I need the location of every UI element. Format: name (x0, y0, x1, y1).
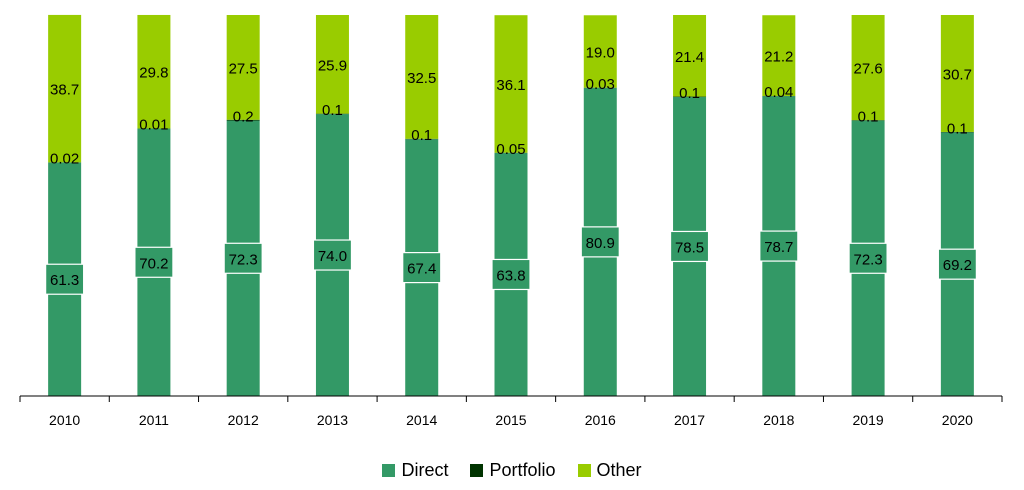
data-label-other-2012: 27.5 (229, 60, 258, 77)
data-label-direct-2014: 67.4 (407, 261, 436, 278)
bar-other-2017 (673, 15, 707, 97)
x-tick-label-2019: 2019 (853, 412, 884, 428)
data-label-portfolio-2013: 0.1 (322, 102, 343, 119)
bar-other-2019 (851, 15, 885, 121)
x-tick-label-2016: 2016 (585, 412, 616, 428)
legend-swatch-direct (382, 463, 396, 477)
bar-other-2018 (762, 15, 796, 97)
label-box-direct-2013 (312, 239, 353, 271)
data-label-other-2020: 30.7 (943, 66, 972, 83)
legend-label-direct: Direct (401, 459, 449, 480)
data-label-direct-2017: 78.5 (675, 239, 704, 256)
data-label-direct-2016: 80.9 (586, 235, 615, 252)
data-label-portfolio-2020: 0.1 (947, 120, 968, 137)
x-tick-label-2011: 2011 (139, 412, 169, 428)
label-box-direct-2019 (848, 242, 888, 274)
x-tick-label-2010: 2010 (49, 412, 80, 428)
legend-item-portfolio: Portfolio (470, 459, 556, 481)
legend-label-other: Other (596, 459, 642, 480)
data-label-direct-2015: 63.8 (496, 267, 525, 284)
legend-item-direct: Direct (382, 460, 448, 481)
label-box-direct-2016 (580, 226, 620, 258)
data-label-other-2018: 21.2 (764, 49, 793, 66)
data-label-other-2010: 38.7 (50, 82, 79, 99)
data-label-portfolio-2011: 0.01 (139, 117, 168, 134)
x-tick-label-2018: 2018 (763, 412, 794, 428)
data-label-direct-2011: 70.2 (139, 255, 168, 272)
chart-plot: 61.3 0.02 38.7 2010 70.2 0.01 29.8 2011 72.3 0.2 2… (19, 14, 1003, 428)
data-label-portfolio-2016: 0.03 (586, 76, 615, 93)
data-label-portfolio-2018: 0.04 (764, 84, 793, 101)
bar-other-2014 (405, 15, 439, 139)
data-label-direct-2010: 61.3 (50, 272, 79, 289)
label-box-direct-2010 (45, 263, 85, 295)
label-box-direct-2017 (669, 230, 710, 263)
data-label-other-2014: 32.5 (407, 70, 436, 87)
label-box-direct-2015 (491, 258, 531, 291)
data-label-other-2019: 27.6 (853, 61, 882, 78)
bar-other-2016 (583, 15, 617, 88)
label-box-direct-2014 (402, 252, 442, 284)
data-label-portfolio-2019: 0.1 (858, 109, 879, 126)
bar-other-2013 (315, 15, 349, 114)
bar-other-2012 (226, 15, 260, 120)
data-label-other-2016: 19.0 (586, 44, 615, 61)
legend-swatch-portfolio (470, 463, 484, 477)
label-box-direct-2011 (134, 246, 174, 278)
label-box-direct-2020 (937, 248, 977, 280)
x-tick-label-2015: 2015 (495, 412, 526, 428)
data-label-portfolio-2017: 0.1 (679, 85, 700, 102)
data-label-other-2017: 21.4 (675, 49, 704, 66)
data-label-portfolio-2014: 0.1 (411, 127, 432, 144)
legend-swatch-other (577, 463, 591, 477)
data-label-direct-2020: 69.2 (943, 257, 972, 274)
data-label-portfolio-2010: 0.02 (50, 150, 79, 167)
bar-portfolio-2012 (226, 119, 260, 121)
x-tick-label-2014: 2014 (406, 412, 437, 428)
data-label-portfolio-2012: 0.2 (233, 109, 254, 126)
legend-item-other: Other (577, 459, 642, 481)
bar-other-2020 (940, 15, 974, 132)
data-label-portfolio-2015: 0.05 (496, 141, 525, 158)
legend: Direct Portfolio Other (0, 456, 1024, 484)
data-label-direct-2013: 74.0 (318, 248, 347, 265)
bar-other-2011 (137, 14, 171, 129)
x-tick-label-2017: 2017 (674, 412, 705, 428)
x-tick-label-2012: 2012 (228, 412, 259, 428)
data-label-other-2011: 29.8 (139, 65, 168, 82)
data-label-direct-2018: 78.7 (764, 239, 793, 256)
legend-label-portfolio: Portfolio (489, 459, 556, 480)
data-label-direct-2019: 72.3 (853, 251, 882, 268)
label-box-direct-2012 (223, 242, 263, 274)
data-label-direct-2012: 72.3 (229, 251, 258, 268)
x-tick-label-2020: 2020 (942, 412, 973, 428)
bar-other-2015 (494, 15, 528, 153)
data-label-other-2013: 25.9 (318, 57, 347, 74)
x-tick-label-2013: 2013 (317, 412, 348, 428)
label-box-direct-2018 (759, 230, 799, 262)
bar-other-2010 (48, 14, 82, 163)
data-label-other-2015: 36.1 (496, 77, 525, 94)
